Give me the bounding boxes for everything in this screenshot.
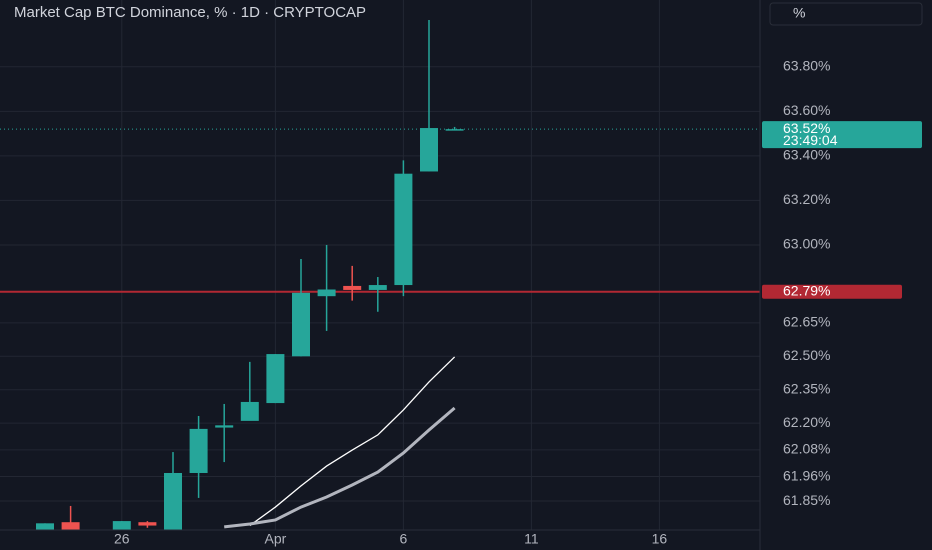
chart-title: Market Cap BTC Dominance, % · 1D · CRYPT… (14, 4, 366, 21)
y-tick-label: 62.35% (783, 380, 830, 396)
y-tick-label: 63.60% (783, 102, 830, 118)
x-tick-label: 26 (114, 531, 130, 547)
candle-body (420, 128, 438, 172)
y-tick-label: 62.20% (783, 414, 830, 430)
candle-body (266, 354, 285, 404)
x-tick-label: Apr (265, 531, 287, 547)
moving-average-line (249, 356, 456, 527)
axis: 63.80% 63.60% 63.40% 63.20% 63.00% 62.65% 62.5… (114, 58, 922, 547)
y-tick-label: 62.50% (783, 347, 830, 363)
candle-body (36, 523, 54, 530)
scale-mode-label[interactable]: % (793, 5, 805, 21)
candle-body (215, 425, 234, 428)
plot-area (0, 20, 760, 530)
candle-body (445, 129, 464, 131)
moving-average-line (224, 406, 456, 529)
x-tick-label: 11 (524, 531, 539, 547)
candle-body (112, 521, 131, 530)
y-tick-label: 63.00% (783, 236, 830, 252)
candle-body (292, 292, 310, 357)
last-price-label: 63.52% (783, 120, 830, 136)
y-tick-label: 63.80% (783, 58, 830, 74)
x-tick-label: 16 (652, 531, 668, 547)
x-tick-label: 6 (400, 531, 408, 547)
y-tick-label: 62.65% (783, 314, 830, 330)
y-tick-label: 63.20% (783, 191, 830, 207)
y-tick-label: 62.08% (783, 441, 830, 457)
last-price-box (762, 121, 922, 149)
candle-body (164, 472, 182, 530)
candle-body (61, 522, 80, 530)
y-tick-label: 63.40% (783, 147, 830, 163)
mark-line-box (762, 284, 902, 299)
mark-line-label: 62.79% (783, 282, 830, 298)
candle-body (343, 285, 362, 290)
y-tick-label: 61.96% (783, 467, 830, 483)
candle-body (368, 285, 387, 290)
candle-body (317, 289, 336, 297)
y-tick-label: 61.85% (783, 492, 830, 508)
countdown-label: 23:49:04 (783, 132, 838, 148)
scale-mode-box[interactable] (769, 2, 923, 26)
candle-body (189, 428, 208, 473)
candle-body (138, 522, 157, 526)
candle-body (240, 401, 259, 421)
candle-body (394, 173, 413, 286)
